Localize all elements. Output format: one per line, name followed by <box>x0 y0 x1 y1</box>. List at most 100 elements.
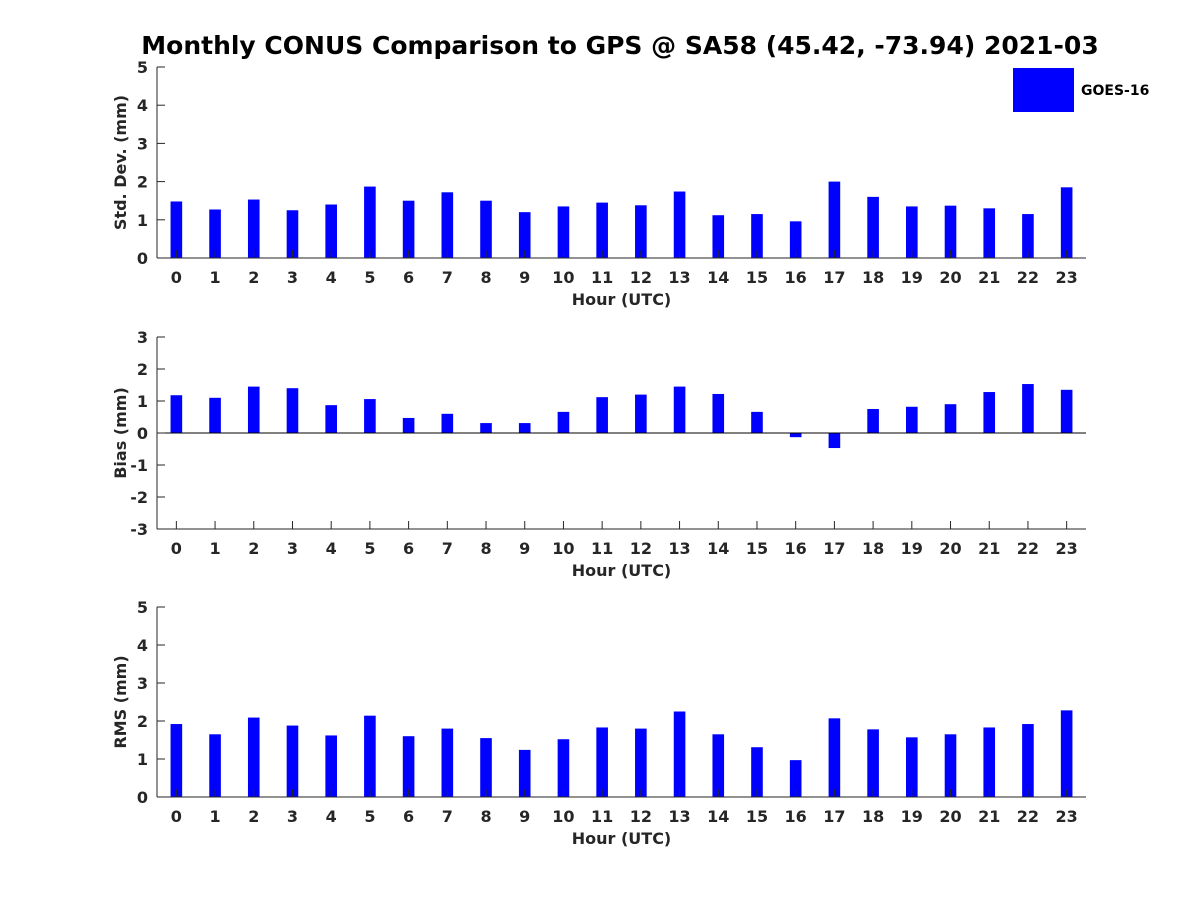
rms-x-tick-label: 14 <box>707 807 729 826</box>
rms-x-tick-label: 6 <box>403 807 414 826</box>
std-dev-x-tick-label: 7 <box>442 268 453 287</box>
std-dev-bar <box>751 214 763 258</box>
std-dev-bar <box>596 202 608 258</box>
rms-bars <box>170 710 1073 797</box>
std-dev-y-tick-label: 2 <box>137 173 148 192</box>
rms-x-tick-label: 21 <box>978 807 1000 826</box>
bias-bar <box>247 386 260 433</box>
std-dev-bar <box>635 205 647 258</box>
std-dev-x-tick-label: 13 <box>668 268 690 287</box>
rms-bar <box>441 728 454 797</box>
bias-x-axis-label: Hour (UTC) <box>572 561 672 580</box>
bias-x-tick-label: 17 <box>823 539 845 558</box>
std-dev-x-tick-label: 21 <box>978 268 1000 287</box>
std-dev-x-tick-label: 22 <box>1017 268 1039 287</box>
std-dev-bar <box>557 206 570 258</box>
std-dev-bar <box>170 201 183 258</box>
bias-bar <box>712 393 725 433</box>
bias-x-tick-label: 22 <box>1017 539 1039 558</box>
rms-y-tick-label: 3 <box>137 674 148 693</box>
bias-bar <box>635 394 647 433</box>
std-dev-bar <box>828 181 841 258</box>
std-dev-x-tick-label: 2 <box>248 268 259 287</box>
rms-y-tick-label: 2 <box>137 712 148 731</box>
rms-bar <box>983 727 996 797</box>
bias-bar <box>751 411 763 433</box>
rms-bar <box>364 715 376 797</box>
bias-x-tick-label: 18 <box>862 539 884 558</box>
bias-x-tick-label: 16 <box>785 539 807 558</box>
legend: GOES-16 <box>1013 68 1149 112</box>
rms-bar <box>751 747 763 797</box>
legend-label: GOES-16 <box>1081 83 1149 99</box>
rms-bar <box>596 727 608 797</box>
rms-x-tick-label: 18 <box>862 807 884 826</box>
rms-x-tick-label: 22 <box>1017 807 1039 826</box>
std-dev-x-tick-label: 19 <box>901 268 923 287</box>
bias-bar <box>828 433 841 449</box>
std-dev-x-tick-label: 1 <box>209 268 220 287</box>
std-dev-x-tick-label: 14 <box>707 268 729 287</box>
std-dev-bar <box>247 199 260 258</box>
rms-y-tick-label: 0 <box>137 788 148 807</box>
rms-x-tick-label: 19 <box>901 807 923 826</box>
bias-x-tick-label: 23 <box>1056 539 1078 558</box>
std-dev-bar <box>712 215 725 258</box>
bias-y-tick-label: -3 <box>130 520 148 539</box>
legend-swatch <box>1013 68 1074 112</box>
bias-x-tick-label: 15 <box>746 539 768 558</box>
bias-x-tick-label: 21 <box>978 539 1000 558</box>
std-dev-y-tick-label: 1 <box>137 211 148 230</box>
bias-x-tick-label: 20 <box>939 539 961 558</box>
rms-bar <box>286 725 299 797</box>
rms-x-axis-label: Hour (UTC) <box>572 829 672 848</box>
rms-x-tick-label: 10 <box>552 807 574 826</box>
std-dev-y-tick-label: 4 <box>137 96 148 115</box>
rms-x-tick-label: 1 <box>209 807 220 826</box>
std-dev-bar <box>286 210 299 258</box>
std-dev-x-tick-label: 9 <box>519 268 530 287</box>
std-dev-x-tick-label: 8 <box>480 268 491 287</box>
rms-bar <box>1060 710 1073 797</box>
bias-bar <box>441 413 454 433</box>
rms-x-tick-label: 2 <box>248 807 259 826</box>
std-dev-bar <box>1022 214 1034 258</box>
bias-bar <box>364 399 376 433</box>
std-dev-x-axis-label: Hour (UTC) <box>572 290 672 309</box>
std-dev-x-tick-label: 0 <box>171 268 182 287</box>
bias-bar <box>480 423 492 433</box>
rms-bar <box>673 711 686 797</box>
chart-title: Monthly CONUS Comparison to GPS @ SA58 (… <box>141 31 1098 60</box>
std-dev-bar <box>325 204 337 258</box>
rms-x-tick-label: 0 <box>171 807 182 826</box>
rms-bar <box>944 734 957 797</box>
bias-x-tick-label: 11 <box>591 539 613 558</box>
bias-bar <box>673 386 686 433</box>
rms-bar <box>209 734 221 797</box>
rms-x-tick-label: 20 <box>939 807 961 826</box>
bias-x-tick-label: 12 <box>630 539 652 558</box>
bias-bar <box>789 433 802 438</box>
rms-bar <box>518 749 531 797</box>
rms-x-tick-label: 7 <box>442 807 453 826</box>
rms-bar <box>867 729 879 797</box>
bias-x-tick-label: 3 <box>287 539 298 558</box>
std-dev-bar <box>673 191 686 258</box>
rms-bar <box>906 737 918 797</box>
rms-x-tick-label: 17 <box>823 807 845 826</box>
rms-y-tick-label: 5 <box>137 598 148 617</box>
bias-bar <box>402 417 415 433</box>
std-dev-x-tick-label: 15 <box>746 268 768 287</box>
bias-bar <box>1060 389 1073 433</box>
bias-x-tick-label: 4 <box>326 539 337 558</box>
bias-y-tick-label: -2 <box>130 488 148 507</box>
bias-bar <box>596 397 608 433</box>
bias-bar <box>325 405 337 433</box>
bias-x-tick-label: 19 <box>901 539 923 558</box>
rms-x-tick-label: 9 <box>519 807 530 826</box>
rms-bar <box>1022 724 1034 797</box>
